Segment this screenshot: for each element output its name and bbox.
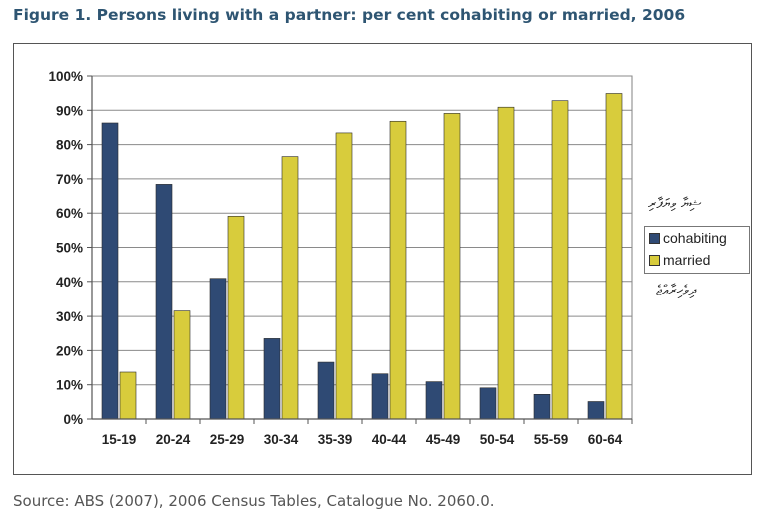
x-tick-label: 30-34: [264, 432, 299, 447]
source-note: Source: ABS (2007), 2006 Census Tables, …: [13, 492, 495, 510]
y-tick-label: 60%: [56, 206, 83, 221]
bar-cohabiting: [263, 338, 281, 420]
x-tick-label: 40-44: [372, 432, 407, 447]
bar-cohabiting: [371, 373, 389, 420]
legend-label-married: married: [663, 252, 711, 268]
legend-swatch-cohabiting: [649, 232, 660, 244]
x-tick-label: 25-29: [210, 432, 245, 447]
bar-cohabiting: [209, 278, 227, 420]
bar-cohabiting: [425, 381, 443, 420]
figure-title: Figure 1. Persons living with a partner:…: [13, 6, 686, 24]
bar-cohabiting: [317, 361, 335, 420]
x-tick-label: 50-54: [480, 432, 515, 447]
bar-cohabiting: [587, 401, 605, 420]
bar-married: [227, 215, 245, 420]
bar-married: [281, 156, 299, 420]
bar-married: [119, 371, 137, 420]
gridlines: [91, 75, 633, 420]
legend-item-cohabiting: cohabiting: [649, 229, 727, 247]
y-tick-label: 40%: [56, 275, 83, 290]
bar-cohabiting: [101, 122, 119, 420]
y-tick-label: 20%: [56, 343, 83, 358]
legend: cohabiting married: [644, 226, 750, 274]
bar-cohabiting: [479, 387, 497, 420]
y-tick-label: 80%: [56, 138, 83, 153]
y-tick-label: 10%: [56, 378, 83, 393]
y-tick-label: 30%: [56, 309, 83, 324]
bar-married: [605, 93, 623, 420]
bars: [101, 93, 623, 420]
bar-married: [551, 100, 569, 420]
x-tick-label: 55-59: [534, 432, 569, 447]
y-tick-label: 0%: [63, 412, 83, 427]
legend-swatch-married: [649, 254, 660, 266]
y-tick-label: 70%: [56, 172, 83, 187]
x-tick-label: 15-19: [102, 432, 137, 447]
bar-married: [335, 132, 353, 420]
x-tick-label: 45-49: [426, 432, 461, 447]
bar-married: [443, 113, 461, 420]
y-tick-label: 90%: [56, 103, 83, 118]
legend-item-married: married: [649, 251, 710, 269]
x-tick-label: 35-39: [318, 432, 353, 447]
bar-married: [173, 310, 191, 420]
bar-cohabiting: [155, 184, 173, 420]
bar-married: [497, 106, 515, 420]
x-tick-label: 60-64: [588, 432, 623, 447]
bar-cohabiting: [533, 394, 551, 420]
legend-annotation-top: ޝިޔާ ވިޔަފާރި: [648, 196, 702, 212]
legend-label-cohabiting: cohabiting: [663, 230, 727, 246]
legend-annotation-bottom: ދިވެހިރާއްޖެ: [656, 283, 697, 299]
axes: 0% 10% 20% 30% 40% 50% 60% 70% 80% 90% 100% 15-19 20…: [48, 69, 633, 447]
bar-married: [389, 120, 407, 420]
x-tick-label: 20-24: [156, 432, 191, 447]
y-tick-label: 50%: [56, 241, 83, 256]
y-tick-label: 100%: [48, 69, 83, 84]
